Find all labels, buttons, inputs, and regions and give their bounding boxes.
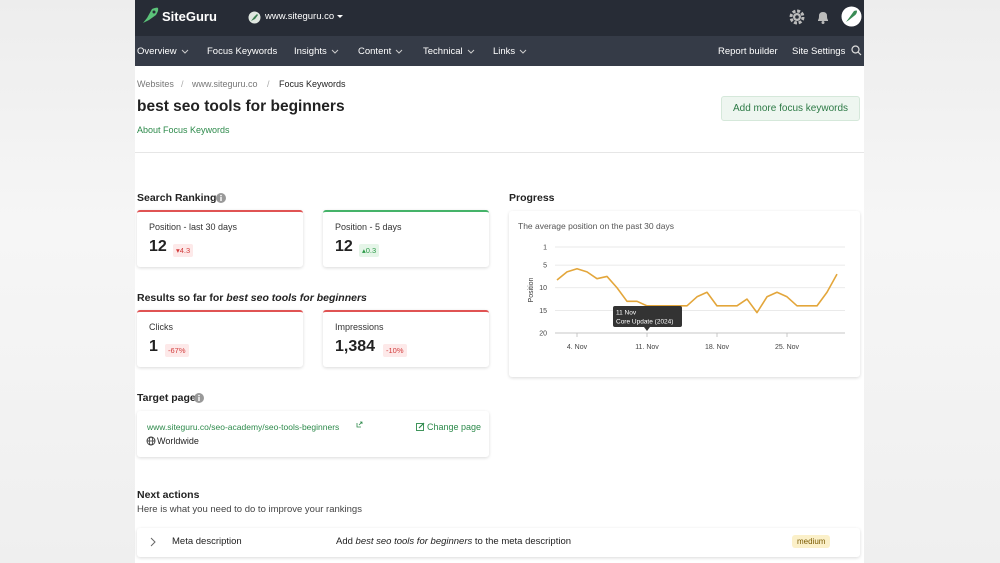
nav-item[interactable]: Insights xyxy=(294,46,327,57)
y-tick-label: 5 xyxy=(543,263,547,270)
tooltip-text: Core Update (2024) xyxy=(616,319,673,326)
x-tick-label: 25. Nov xyxy=(775,344,800,351)
region: Worldwide xyxy=(157,436,199,446)
nav-item[interactable]: Overview xyxy=(137,46,177,57)
nav-item[interactable]: Report builder xyxy=(718,46,778,57)
line-series xyxy=(556,267,838,314)
tooltip-pointer xyxy=(644,327,650,331)
nav-caret xyxy=(331,49,339,54)
tooltip-box xyxy=(613,306,682,327)
y-tick-label: 10 xyxy=(539,285,547,292)
heading-text: Results so far for xyxy=(137,292,224,304)
logo-icon xyxy=(143,7,159,24)
card-change: -10% xyxy=(383,344,407,357)
nav-item[interactable]: Content xyxy=(358,46,392,57)
nav-caret xyxy=(519,49,527,54)
top-bar xyxy=(135,0,864,36)
x-tick-label: 11. Nov xyxy=(635,344,659,351)
about-link[interactable]: About Focus Keywords xyxy=(137,125,230,135)
action-name: Meta description xyxy=(172,536,242,547)
breadcrumb-item[interactable]: www.siteguru.co xyxy=(192,79,258,89)
nav-caret xyxy=(467,49,475,54)
chart: The average position on the past 30 days… xyxy=(518,221,845,351)
add-keywords-button[interactable]: Add more focus keywords xyxy=(721,96,860,121)
logo-text: SiteGuru xyxy=(162,9,217,24)
section-heading: Results so far for best seo tools for be… xyxy=(137,292,367,304)
nav-item[interactable]: Focus Keywords xyxy=(207,46,278,57)
page-title: best seo tools for beginners xyxy=(137,98,345,115)
ranking-card xyxy=(323,210,489,267)
y-tick-label: 1 xyxy=(543,245,547,252)
expand-chevron[interactable] xyxy=(149,537,157,547)
breadcrumb-separator: / xyxy=(267,79,270,89)
chart-subtitle: The average position on the past 30 days xyxy=(518,221,674,231)
info-icon[interactable] xyxy=(216,193,226,203)
breadcrumb-item[interactable]: Websites xyxy=(137,79,174,89)
priority-badge: medium xyxy=(792,535,831,548)
target-card xyxy=(137,411,489,457)
card-value: 1,384 xyxy=(335,338,376,355)
nav-caret xyxy=(181,49,189,54)
action-pre: Add xyxy=(336,536,353,547)
target-url[interactable]: www.siteguru.co/seo-academy/seo-tools-be… xyxy=(147,422,340,432)
card-change: ▾4.3 xyxy=(173,244,194,257)
card-change: -67% xyxy=(165,344,189,357)
external-icon xyxy=(356,421,363,428)
tooltip-title: 11 Nov xyxy=(616,310,637,317)
ranking-card xyxy=(137,210,303,267)
y-tick-label: 15 xyxy=(539,308,547,315)
edit-icon xyxy=(416,422,425,431)
breadcrumb-separator: / xyxy=(181,79,184,89)
section-heading: Next actions xyxy=(137,489,200,501)
card-change: ▴0.3 xyxy=(359,244,380,257)
y-axis-label: Position xyxy=(528,277,535,302)
result-card xyxy=(323,310,489,367)
card-value: 1 xyxy=(149,338,158,355)
globe-icon xyxy=(146,436,156,446)
annotation-tooltip: 11 Nov Core Update (2024) xyxy=(613,306,682,331)
nav-item[interactable]: Technical xyxy=(423,46,463,57)
action-keyword: best seo tools for beginners xyxy=(355,536,473,547)
info-icon[interactable] xyxy=(194,393,204,403)
blurred-background xyxy=(864,0,1000,563)
result-card xyxy=(137,310,303,367)
breadcrumb-item: Focus Keywords xyxy=(279,79,346,89)
heading-keyword: best seo tools for beginners xyxy=(226,292,367,304)
nav-bar xyxy=(135,36,864,66)
section-heading: Target page xyxy=(137,392,196,404)
notifications-icon[interactable] xyxy=(815,9,831,25)
avatar[interactable] xyxy=(841,6,862,27)
nav-item[interactable]: Site Settings xyxy=(792,46,846,57)
settings-icon[interactable] xyxy=(789,9,805,25)
section-subtitle: Here is what you need to do to improve y… xyxy=(137,504,362,515)
y-tick-label: 20 xyxy=(539,331,547,338)
card-label: Impressions xyxy=(335,322,384,332)
action-text: Add best seo tools for beginners to the … xyxy=(336,536,571,547)
nav-item[interactable]: Links xyxy=(493,46,516,57)
card-label: Clicks xyxy=(149,322,173,332)
caret xyxy=(337,15,343,18)
action-row[interactable] xyxy=(137,528,860,557)
x-tick-label: 4. Nov xyxy=(567,344,588,351)
site-selector[interactable]: www.siteguru.co xyxy=(265,11,335,22)
action-post: to the meta description xyxy=(474,536,572,547)
change-page-link[interactable]: Change page xyxy=(427,422,482,432)
card-value: 12 xyxy=(149,238,167,255)
blurred-background xyxy=(0,0,135,563)
site-icon xyxy=(248,11,261,24)
x-tick-label: 18. Nov xyxy=(705,344,730,351)
search-icon[interactable] xyxy=(851,45,862,56)
card-label: Position - last 30 days xyxy=(149,222,238,232)
nav-caret xyxy=(395,49,403,54)
divider xyxy=(135,152,864,153)
card-value: 12 xyxy=(335,238,353,255)
chart-title: Progress xyxy=(509,192,555,204)
chart-card xyxy=(509,211,860,377)
card-label: Position - 5 days xyxy=(335,222,402,232)
section-heading: Search Rankings xyxy=(137,192,223,204)
